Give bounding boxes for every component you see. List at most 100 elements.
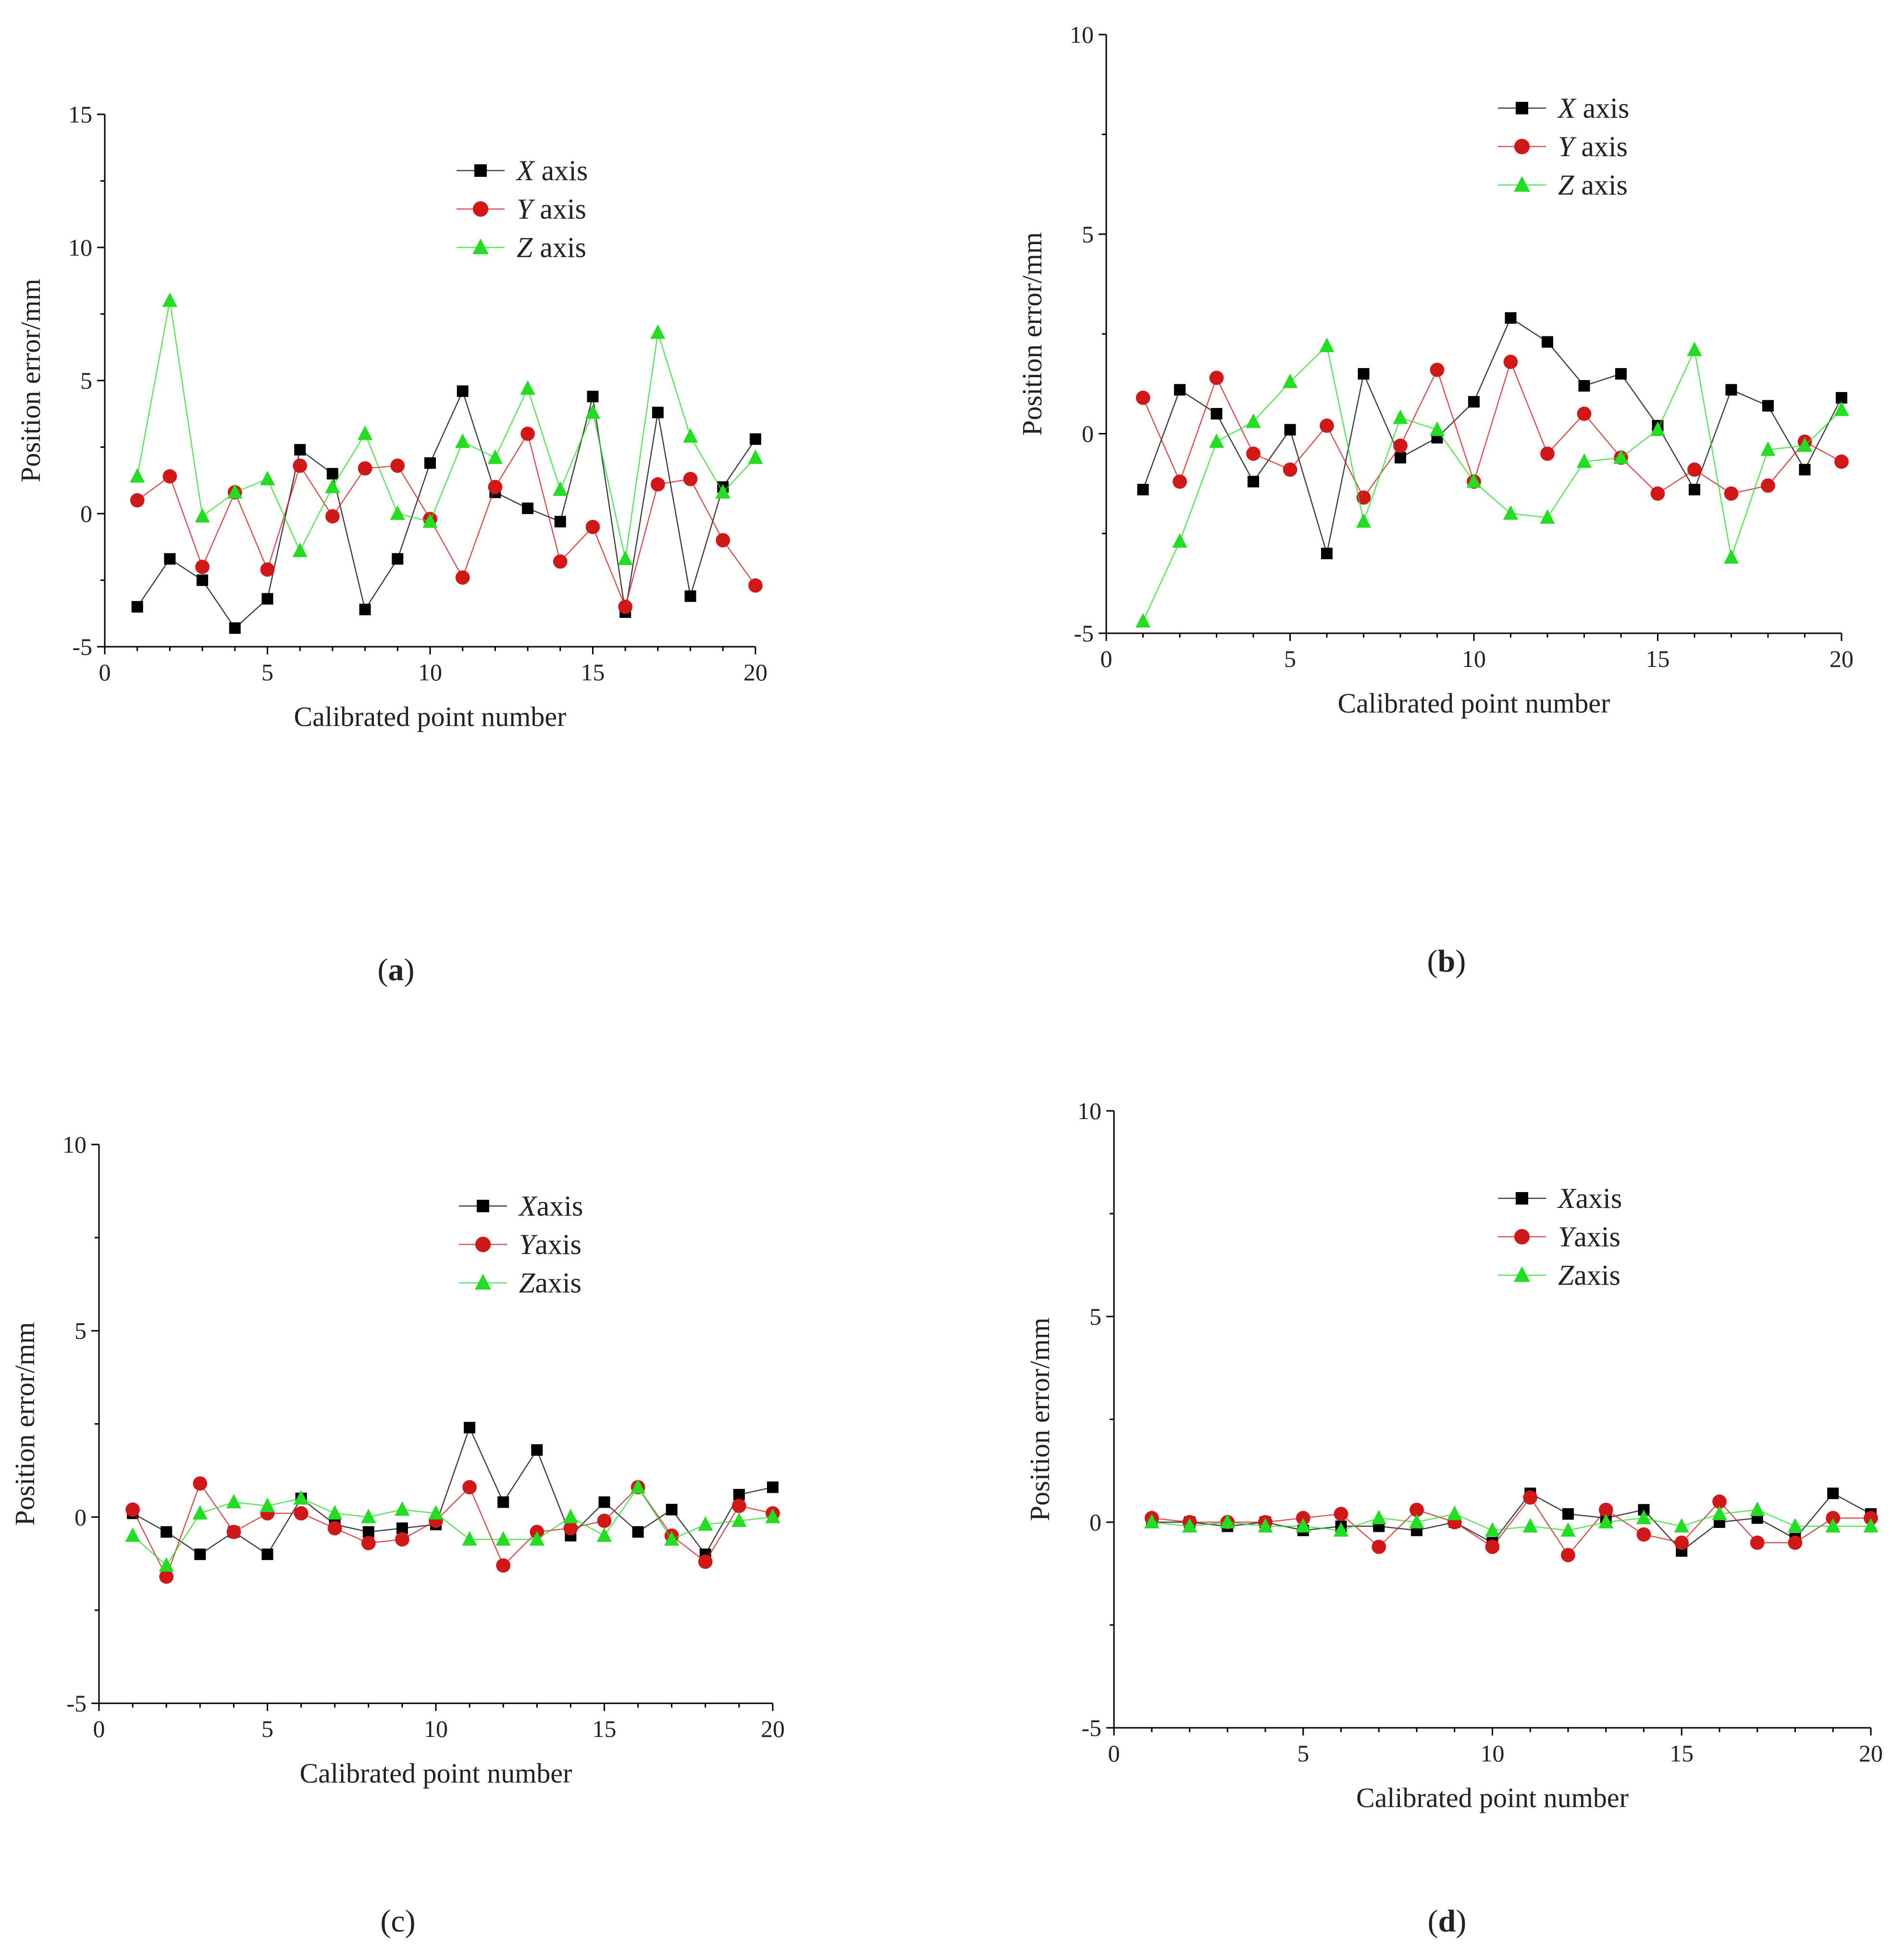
legend-item-z: Z axis — [1498, 169, 1628, 201]
series-z-point — [1825, 1518, 1841, 1533]
series-y-point — [1636, 1527, 1651, 1542]
y-tick-label: -5 — [72, 633, 92, 660]
series-y-point — [162, 469, 177, 484]
x-tick-label: 15 — [593, 1715, 617, 1742]
x-tick-label: 10 — [1462, 645, 1486, 672]
series-y-point — [455, 570, 470, 585]
series-z-point — [1687, 341, 1702, 357]
series-y-point — [1577, 406, 1592, 421]
series-y-point — [1503, 355, 1518, 369]
legend-marker — [472, 238, 489, 255]
series-y-point — [260, 562, 275, 577]
series-x-point — [359, 603, 371, 615]
series-z-point — [715, 484, 730, 499]
series-z-point — [1598, 1514, 1614, 1528]
series-z-point — [462, 1531, 477, 1546]
x-tick-label: 5 — [261, 659, 273, 686]
legend-label: Z axis — [517, 232, 586, 263]
series-x-point — [229, 622, 241, 634]
series-z-point — [631, 1479, 646, 1494]
series-z-point — [390, 505, 405, 520]
series-z-point — [1429, 421, 1445, 436]
legend-item-y: Yaxis — [1498, 1221, 1620, 1253]
series-x-point — [457, 385, 469, 397]
series-y-point — [563, 1521, 578, 1536]
x-tick-label: 20 — [1859, 1740, 1883, 1767]
y-tick-label: 10 — [1070, 21, 1094, 48]
series-x-point — [1248, 476, 1259, 488]
series-x-point — [261, 1548, 273, 1560]
series-x-point — [554, 516, 566, 528]
series-x-point — [1395, 452, 1406, 464]
legend-label: Xaxis — [518, 1190, 583, 1222]
series-y-axis — [125, 1476, 780, 1584]
x-tick-label: 0 — [99, 659, 111, 686]
x-tick-label: 15 — [1646, 645, 1670, 672]
series-y-point — [1334, 1507, 1348, 1521]
series-y-point — [294, 1506, 309, 1521]
y-tick-label: -5 — [1081, 1714, 1101, 1741]
series-y-point — [1674, 1535, 1689, 1550]
series-z-point — [495, 1531, 511, 1546]
legend-label: Zaxis — [519, 1267, 581, 1299]
series-x-point — [131, 601, 143, 613]
y-tick-label: 0 — [80, 500, 92, 527]
series-z-point — [162, 292, 177, 307]
series-y-point — [1712, 1494, 1727, 1509]
legend-label: Zaxis — [1558, 1259, 1620, 1291]
series-z-point — [226, 1494, 241, 1509]
series-z-point — [731, 1512, 747, 1527]
x-tick-label: 0 — [1108, 1740, 1120, 1767]
series-x-point — [1284, 424, 1296, 436]
series-y-point — [361, 1536, 376, 1551]
series-x-point — [1211, 408, 1223, 420]
series-z-point — [1576, 453, 1592, 468]
series-y-point — [325, 509, 340, 524]
panel-label: (a) — [378, 952, 415, 987]
series-x-point — [424, 457, 436, 469]
y-tick-label: 0 — [1089, 1509, 1101, 1536]
series-y-point — [683, 472, 698, 486]
series-z-point — [1393, 409, 1408, 424]
legend-item-z: Z axis — [457, 232, 586, 263]
series-x-point — [598, 1496, 610, 1508]
series-z-line — [136, 300, 756, 559]
series-z-line — [132, 1486, 773, 1567]
legend-marker — [475, 1236, 491, 1253]
series-y-axis — [1144, 1490, 1878, 1563]
series-y-point — [698, 1554, 713, 1569]
y-tick-label: 15 — [68, 101, 92, 128]
series-y-point — [748, 578, 763, 593]
series-x-point — [396, 1522, 408, 1534]
series-y-point — [1356, 490, 1371, 505]
legend-item-y: Yaxis — [459, 1229, 581, 1260]
series-z-point — [1522, 1518, 1538, 1533]
legend-item-x: Xaxis — [1498, 1182, 1622, 1214]
series-y-point — [618, 600, 633, 614]
series-z-point — [664, 1531, 680, 1546]
series-z-point — [1356, 513, 1372, 528]
y-tick-label: 5 — [1082, 221, 1094, 247]
series-x-point — [497, 1496, 509, 1508]
series-z-point — [1723, 549, 1739, 564]
series-z-point — [195, 508, 210, 523]
series-z-point — [1209, 433, 1224, 448]
series-x-point — [531, 1444, 543, 1456]
x-tick-label: 0 — [93, 1715, 105, 1742]
y-tick-label: 10 — [1077, 1097, 1101, 1124]
series-z-line — [1151, 1509, 1871, 1531]
series-y-point — [1750, 1535, 1765, 1550]
y-axis-title: Position error/mm — [15, 279, 46, 482]
series-y-point — [293, 458, 308, 473]
x-tick-label: 15 — [581, 659, 605, 686]
series-z-point — [125, 1527, 140, 1542]
series-z-point — [596, 1527, 612, 1542]
series-z-point — [1296, 1518, 1311, 1533]
x-tick-label: 10 — [418, 659, 442, 686]
series-y-point — [193, 1476, 208, 1491]
series-x-point — [1542, 336, 1553, 348]
series-y-point — [1834, 454, 1849, 469]
x-axis-title: Calibrated point number — [1338, 688, 1610, 719]
series-z-point — [159, 1557, 174, 1572]
